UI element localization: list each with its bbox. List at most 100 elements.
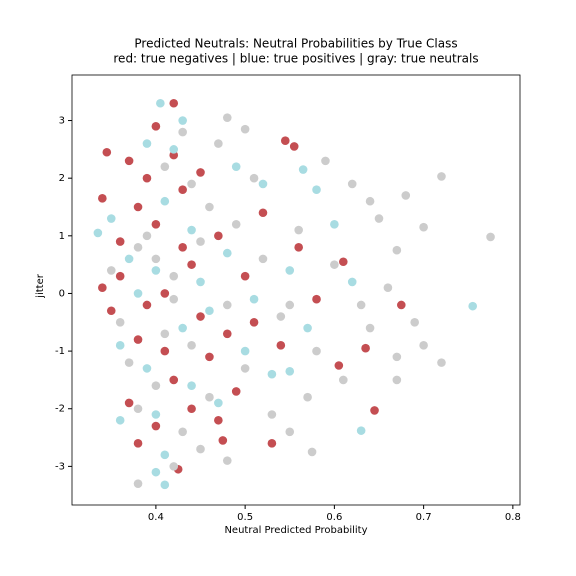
scatter-point bbox=[374, 214, 384, 223]
scatter-point bbox=[258, 179, 268, 189]
scatter-point bbox=[437, 172, 446, 181]
scatter-point bbox=[298, 165, 308, 174]
x-axis-label: Neutral Predicted Probability bbox=[224, 525, 367, 536]
scatter-point bbox=[187, 260, 196, 269]
scatter-point bbox=[347, 179, 357, 189]
scatter-point bbox=[312, 346, 321, 356]
scatter-point bbox=[124, 398, 134, 408]
scatter-point bbox=[401, 191, 411, 200]
scatter-point bbox=[151, 381, 161, 390]
scatter-point bbox=[370, 406, 379, 415]
scatter-point bbox=[133, 289, 143, 298]
y-tick-label: 3 bbox=[59, 116, 65, 127]
scatter-point bbox=[187, 179, 196, 189]
scatter-point bbox=[303, 392, 312, 402]
scatter-point bbox=[133, 439, 143, 448]
scatter-point bbox=[280, 136, 290, 146]
scatter-point bbox=[365, 196, 375, 206]
scatter-point bbox=[330, 260, 339, 269]
scatter-point bbox=[151, 254, 161, 264]
scatter-point bbox=[187, 341, 196, 350]
scatter-point bbox=[397, 300, 406, 310]
scatter-point bbox=[160, 329, 170, 339]
scatter-point bbox=[338, 375, 348, 385]
scatter-point bbox=[187, 225, 196, 235]
scatter-point bbox=[160, 480, 170, 490]
plot-frame bbox=[71, 74, 521, 506]
scatter-point bbox=[133, 479, 143, 488]
scatter-point bbox=[294, 225, 303, 235]
scatter-point bbox=[115, 415, 125, 425]
scatter-point bbox=[289, 142, 299, 151]
scatter-point bbox=[214, 415, 223, 425]
scatter-point bbox=[169, 462, 179, 471]
scatter-point bbox=[285, 266, 295, 275]
scatter-point bbox=[356, 426, 366, 435]
y-tick-label: 1 bbox=[59, 231, 65, 242]
x-tick-label: 0.5 bbox=[237, 512, 253, 523]
scatter-point bbox=[178, 243, 187, 252]
scatter-point bbox=[124, 358, 134, 367]
scatter-point bbox=[294, 243, 303, 252]
scatter-point bbox=[361, 343, 370, 353]
scatter-point bbox=[222, 248, 232, 258]
scatter-point bbox=[102, 147, 112, 157]
scatter-point bbox=[392, 245, 402, 255]
scatter-point bbox=[169, 294, 179, 304]
scatter-point bbox=[115, 237, 125, 246]
scatter-point bbox=[231, 387, 241, 396]
x-tick-label: 0.8 bbox=[505, 512, 521, 523]
scatter-point bbox=[205, 202, 214, 212]
scatter-point bbox=[249, 317, 259, 327]
scatter-point bbox=[169, 145, 179, 154]
scatter-point bbox=[205, 352, 214, 362]
scatter-point bbox=[160, 346, 170, 356]
scatter-point bbox=[205, 306, 214, 316]
scatter-point bbox=[285, 427, 295, 437]
y-tick-label: -1 bbox=[55, 346, 65, 357]
scatter-point bbox=[133, 243, 143, 252]
scatter-point bbox=[205, 392, 214, 402]
scatter-point bbox=[276, 341, 286, 350]
scatter-point bbox=[338, 257, 348, 267]
scatter-point bbox=[187, 404, 196, 414]
scatter-point bbox=[196, 444, 205, 454]
scatter-point bbox=[222, 456, 232, 465]
scatter-point bbox=[486, 232, 495, 242]
scatter-point bbox=[106, 214, 116, 223]
scatter-point bbox=[267, 369, 277, 379]
scatter-point bbox=[151, 266, 161, 275]
scatter-point bbox=[285, 366, 295, 376]
scatter-point bbox=[124, 156, 134, 166]
scatter-point bbox=[133, 335, 143, 344]
scatter-point bbox=[222, 329, 232, 339]
scatter-point bbox=[151, 219, 161, 229]
scatter-point bbox=[218, 436, 228, 445]
chart-title: Predicted Neutrals: Neutral Probabilitie… bbox=[134, 37, 457, 51]
scatter-point bbox=[142, 300, 152, 310]
scatter-point bbox=[160, 162, 170, 171]
scatter-point bbox=[258, 208, 268, 218]
scatter-point bbox=[196, 312, 205, 321]
scatter-point bbox=[222, 113, 232, 122]
scatter-point bbox=[187, 381, 196, 390]
scatter-point bbox=[312, 294, 321, 304]
scatter-point bbox=[169, 98, 179, 108]
scatter-point bbox=[240, 271, 250, 281]
scatter-point bbox=[383, 283, 393, 292]
x-tick-label: 0.7 bbox=[416, 512, 432, 523]
scatter-point bbox=[142, 364, 152, 373]
scatter-point bbox=[231, 162, 241, 171]
y-tick-label: -3 bbox=[55, 461, 65, 472]
scatter-point bbox=[240, 364, 250, 373]
scatter-point bbox=[312, 185, 321, 195]
x-tick-label: 0.6 bbox=[326, 512, 342, 523]
scatter-point bbox=[214, 398, 223, 408]
scatter-point bbox=[214, 139, 223, 148]
scatter-point bbox=[285, 300, 295, 310]
scatter-point bbox=[267, 439, 277, 448]
scatter-point bbox=[133, 404, 143, 414]
scatter-point bbox=[196, 277, 205, 287]
